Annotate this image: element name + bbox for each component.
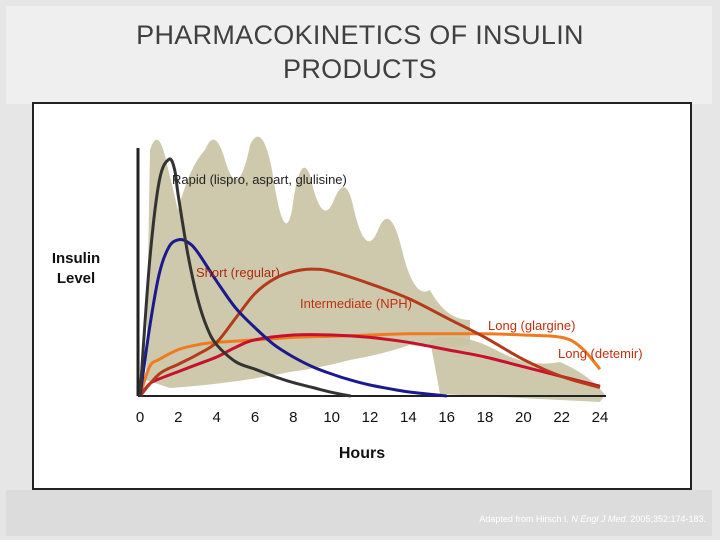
citation-suffix: 2005;352:174-183. xyxy=(627,514,706,524)
x-tick-label: 0 xyxy=(136,409,144,426)
slide-title: PHARMACOKINETICS OF INSULIN PRODUCTS xyxy=(136,20,584,84)
x-tick-label: 16 xyxy=(438,409,455,426)
citation-journal: N Engl J Med. xyxy=(571,514,628,524)
x-tick-label: 6 xyxy=(251,409,259,426)
x-axis-label: Hours xyxy=(339,445,385,462)
series-label-intermediate: Intermediate (NPH) xyxy=(300,296,412,311)
x-tick-label: 18 xyxy=(477,409,494,426)
series-line-rapid xyxy=(138,157,352,398)
x-tick-label: 12 xyxy=(362,409,379,426)
series-label-long-detemir: Long (detemir) xyxy=(558,346,643,361)
variability-band-upper xyxy=(146,136,470,388)
x-tick-label: 10 xyxy=(323,409,340,426)
series-labels: Rapid (lispro, aspart, glulisine) Short (… xyxy=(172,172,643,361)
footer-band xyxy=(6,490,712,536)
series-label-short: Short (regular) xyxy=(196,265,280,280)
citation: Adapted from Hirsch I. N Engl J Med. 200… xyxy=(479,514,706,524)
x-tick-label: 14 xyxy=(400,409,417,426)
series-lines xyxy=(138,157,602,398)
y-axis-label: Insulin Level xyxy=(52,250,100,287)
series-line-intermediate xyxy=(138,267,601,397)
series-label-rapid: Rapid (lispro, aspart, glulisine) xyxy=(172,172,347,187)
x-tick-label: 20 xyxy=(515,409,532,426)
title-band xyxy=(6,6,712,104)
citation-prefix: Adapted from Hirsch I. xyxy=(479,514,572,524)
series-line-long-detemir xyxy=(138,333,601,397)
x-tick-label: 4 xyxy=(212,409,220,426)
x-tick-label: 24 xyxy=(592,409,609,426)
series-line-short xyxy=(138,238,447,398)
x-tick-label: 22 xyxy=(553,409,570,426)
series-label-long-glargine: Long (glargine) xyxy=(488,318,575,333)
x-tick-label: 2 xyxy=(174,409,182,426)
x-tick-labels: 0 2 4 6 8 10 12 14 16 18 20 22 24 xyxy=(136,409,609,426)
x-tick-label: 8 xyxy=(289,409,297,426)
